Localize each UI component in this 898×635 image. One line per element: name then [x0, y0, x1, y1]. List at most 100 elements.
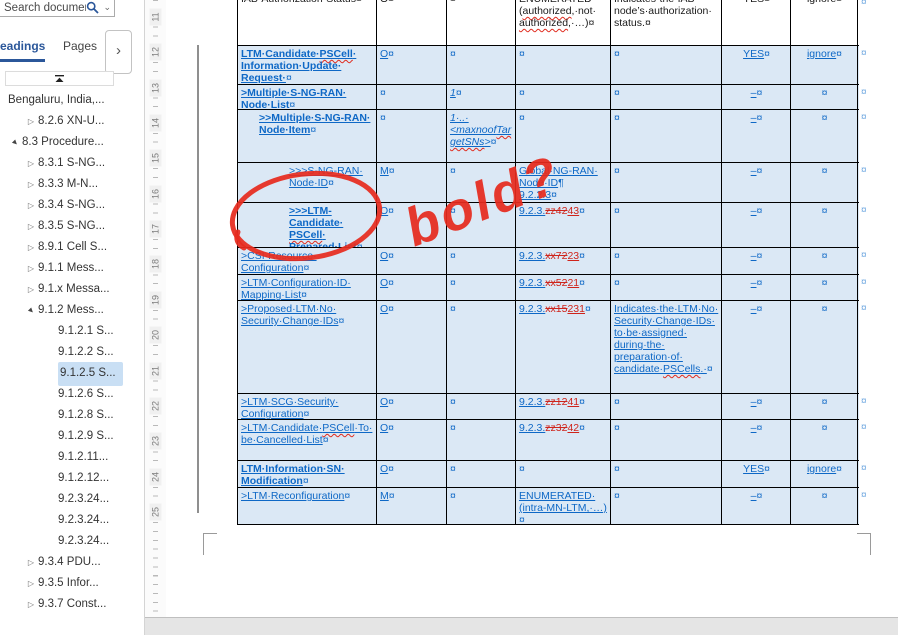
table-cell[interactable]: >>Multiple·​S-NG-RAN·​Node·​Item¤: [238, 110, 377, 162]
nav-item-4[interactable]: ▷ 8.3.3 M-N...: [0, 174, 144, 195]
search-options-chevron-icon[interactable]: ⌄: [103, 2, 111, 12]
table-cell[interactable]: Indicates·​the·​IAB·​node’s·​authorizati…: [611, 0, 722, 45]
table-cell[interactable]: O¤: [377, 46, 447, 84]
table-cell[interactable]: ¤: [791, 488, 858, 524]
table-cell[interactable]: LTM·​Information·​SN·​Modification¤: [238, 461, 377, 487]
table-cell[interactable]: ¤: [791, 248, 858, 274]
expand-icon[interactable]: ▷: [27, 264, 35, 273]
table-cell[interactable]: ¤: [447, 163, 516, 202]
nav-item-13[interactable]: 9.1.2.5 S...: [0, 361, 144, 386]
tab-headings[interactable]: eadings: [0, 39, 46, 62]
nav-item-23[interactable]: ▷ 9.3.5 Infor...: [0, 573, 144, 594]
table-cell[interactable]: LTM·​Candidate·​PSCell·​Information·​Upd…: [238, 46, 377, 84]
table-cell[interactable]: IAB·​Authorization·​Status¤: [238, 0, 377, 45]
expand-icon[interactable]: ▷: [27, 579, 35, 588]
search-input[interactable]: Search document ⌄: [0, 0, 115, 17]
nav-item-8[interactable]: ▷ 9.1.1 Mess...: [0, 258, 144, 279]
table-cell[interactable]: –¤: [722, 275, 791, 300]
table-cell[interactable]: ignore¤: [791, 46, 858, 84]
table-cell[interactable]: ENUMERATED·​(intra-MN-LTM,·​…)¤: [516, 488, 611, 524]
table-cell[interactable]: O¤: [377, 301, 447, 393]
table-cell[interactable]: ¤: [611, 203, 722, 247]
table-cell[interactable]: ¤: [447, 301, 516, 393]
table-cell[interactable]: ¤: [791, 420, 858, 460]
table-cell[interactable]: 9.2.3.zz3242¤: [516, 420, 611, 460]
nav-item-16[interactable]: 9.1.2.9 S...: [0, 426, 144, 447]
table-cell[interactable]: ¤: [611, 420, 722, 460]
table-cell[interactable]: O¤: [377, 248, 447, 274]
table-cell[interactable]: O¤: [377, 394, 447, 419]
expand-icon[interactable]: ▷: [27, 243, 35, 252]
search-icon[interactable]: [86, 1, 100, 14]
table-cell[interactable]: ¤: [516, 461, 611, 487]
nav-item-12[interactable]: 9.1.2.2 S...: [0, 342, 144, 363]
nav-item-6[interactable]: ▷ 8.3.5 S-NG...: [0, 216, 144, 237]
table-cell[interactable]: ¤: [516, 110, 611, 162]
table-cell[interactable]: ¤: [611, 394, 722, 419]
table-cell[interactable]: 9.2.3.xx5221¤: [516, 275, 611, 300]
expand-icon[interactable]: ▷: [27, 558, 35, 567]
table-cell[interactable]: –¤: [722, 420, 791, 460]
tab-pages[interactable]: Pages: [63, 39, 98, 53]
table-cell[interactable]: YES¤: [722, 461, 791, 487]
nav-item-0[interactable]: Bengaluru, India,...: [0, 90, 144, 111]
table-cell[interactable]: Indicates·​the·​LTM·​No·​Security·​Chang…: [611, 301, 722, 393]
table-cell[interactable]: O¤: [377, 203, 447, 247]
table-cell[interactable]: Global·​NG-RAN·​Node·​ID¶ 9.2.2.3¤: [516, 163, 611, 202]
table-cell[interactable]: ¤: [447, 203, 516, 247]
results-expand-button[interactable]: ›: [105, 30, 132, 74]
nav-item-10[interactable]: ▼ 9.1.2 Mess...: [0, 300, 144, 321]
nav-item-22[interactable]: ▷ 9.3.4 PDU...: [0, 552, 144, 573]
table-cell[interactable]: 1·​..·​<maxnoofTargetSNs>¤: [447, 110, 516, 162]
table-cell[interactable]: O¤: [377, 461, 447, 487]
table-cell[interactable]: O¤: [377, 275, 447, 300]
table-cell[interactable]: 9.2.3.xx7223¤: [516, 248, 611, 274]
table-cell[interactable]: ¤: [516, 85, 611, 109]
nav-item-17[interactable]: 9.1.2.11...: [0, 447, 144, 468]
table-cell[interactable]: 9.2.3.zz4243¤: [516, 203, 611, 247]
table-cell[interactable]: ¤: [447, 248, 516, 274]
table-cell[interactable]: ¤: [611, 85, 722, 109]
table-cell[interactable]: –¤: [722, 85, 791, 109]
expand-icon[interactable]: ▷: [27, 600, 35, 609]
nav-item-19[interactable]: 9.2.3.24...: [0, 489, 144, 510]
table-cell[interactable]: ¤: [611, 163, 722, 202]
collapse-all-button[interactable]: [5, 71, 114, 86]
nav-item-1[interactable]: ▷ 8.2.6 XN-U...: [0, 111, 144, 132]
table-cell[interactable]: ¤: [447, 46, 516, 84]
table-cell[interactable]: ¤: [516, 46, 611, 84]
table-cell[interactable]: >LTM·​Configuration·​ID·​Mapping·​List¤: [238, 275, 377, 300]
table-cell[interactable]: >LTM·​Candidate·​PSCell·​To·​be·​Cancell…: [238, 420, 377, 460]
table-cell[interactable]: ¤: [791, 275, 858, 300]
nav-item-20[interactable]: 9.2.3.24...: [0, 510, 144, 531]
table-cell[interactable]: 9.2.3.xx15231¤: [516, 301, 611, 393]
nav-item-14[interactable]: 9.1.2.6 S...: [0, 384, 144, 405]
nav-item-18[interactable]: 9.1.2.12...: [0, 468, 144, 489]
table-cell[interactable]: ENUMERATED·​(authorized,·​not·​authorize…: [516, 0, 611, 45]
table-cell[interactable]: ¤: [447, 461, 516, 487]
table-cell[interactable]: YES¤: [722, 46, 791, 84]
expand-icon[interactable]: ▷: [27, 201, 35, 210]
nav-item-24[interactable]: ▷ 9.3.7 Const...: [0, 594, 144, 615]
nav-item-9[interactable]: ▷ 9.1.x Messa...: [0, 279, 144, 300]
table-cell[interactable]: ¤: [611, 461, 722, 487]
table-cell[interactable]: O¤: [377, 0, 447, 45]
table-cell[interactable]: >>>LTM-Candidate·​PSCell·​Prepared·​List…: [238, 203, 377, 247]
expand-icon[interactable]: ▷: [27, 180, 35, 189]
table-cell[interactable]: >Proposed·​LTM·​No·​Security·​Change·​ID…: [238, 301, 377, 393]
table-cell[interactable]: ¤: [611, 275, 722, 300]
table-cell[interactable]: O¤: [377, 420, 447, 460]
table-cell[interactable]: ¤: [611, 46, 722, 84]
table-cell[interactable]: >LTM·​SCG·​Security·​Configuration¤: [238, 394, 377, 419]
table-cell[interactable]: ¤: [611, 488, 722, 524]
table-cell[interactable]: ignore¤: [791, 461, 858, 487]
table-cell[interactable]: ¤: [791, 394, 858, 419]
table-cell[interactable]: YES¤: [722, 0, 791, 45]
table-cell[interactable]: M¤: [377, 163, 447, 202]
table-cell[interactable]: ¤: [791, 203, 858, 247]
table-cell[interactable]: –¤: [722, 110, 791, 162]
table-cell[interactable]: M¤: [377, 488, 447, 524]
table-cell[interactable]: ¤: [447, 275, 516, 300]
expand-icon[interactable]: ▷: [27, 285, 35, 294]
table-cell[interactable]: >>>S-NG-RAN·​Node·​ID¤: [238, 163, 377, 202]
